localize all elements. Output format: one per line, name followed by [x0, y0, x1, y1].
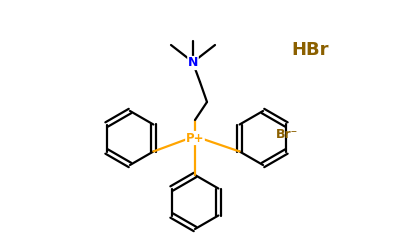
Text: N: N [188, 57, 198, 69]
Text: HBr: HBr [291, 41, 329, 59]
Text: P+: P+ [186, 131, 204, 145]
Text: Br⁻: Br⁻ [276, 128, 298, 142]
